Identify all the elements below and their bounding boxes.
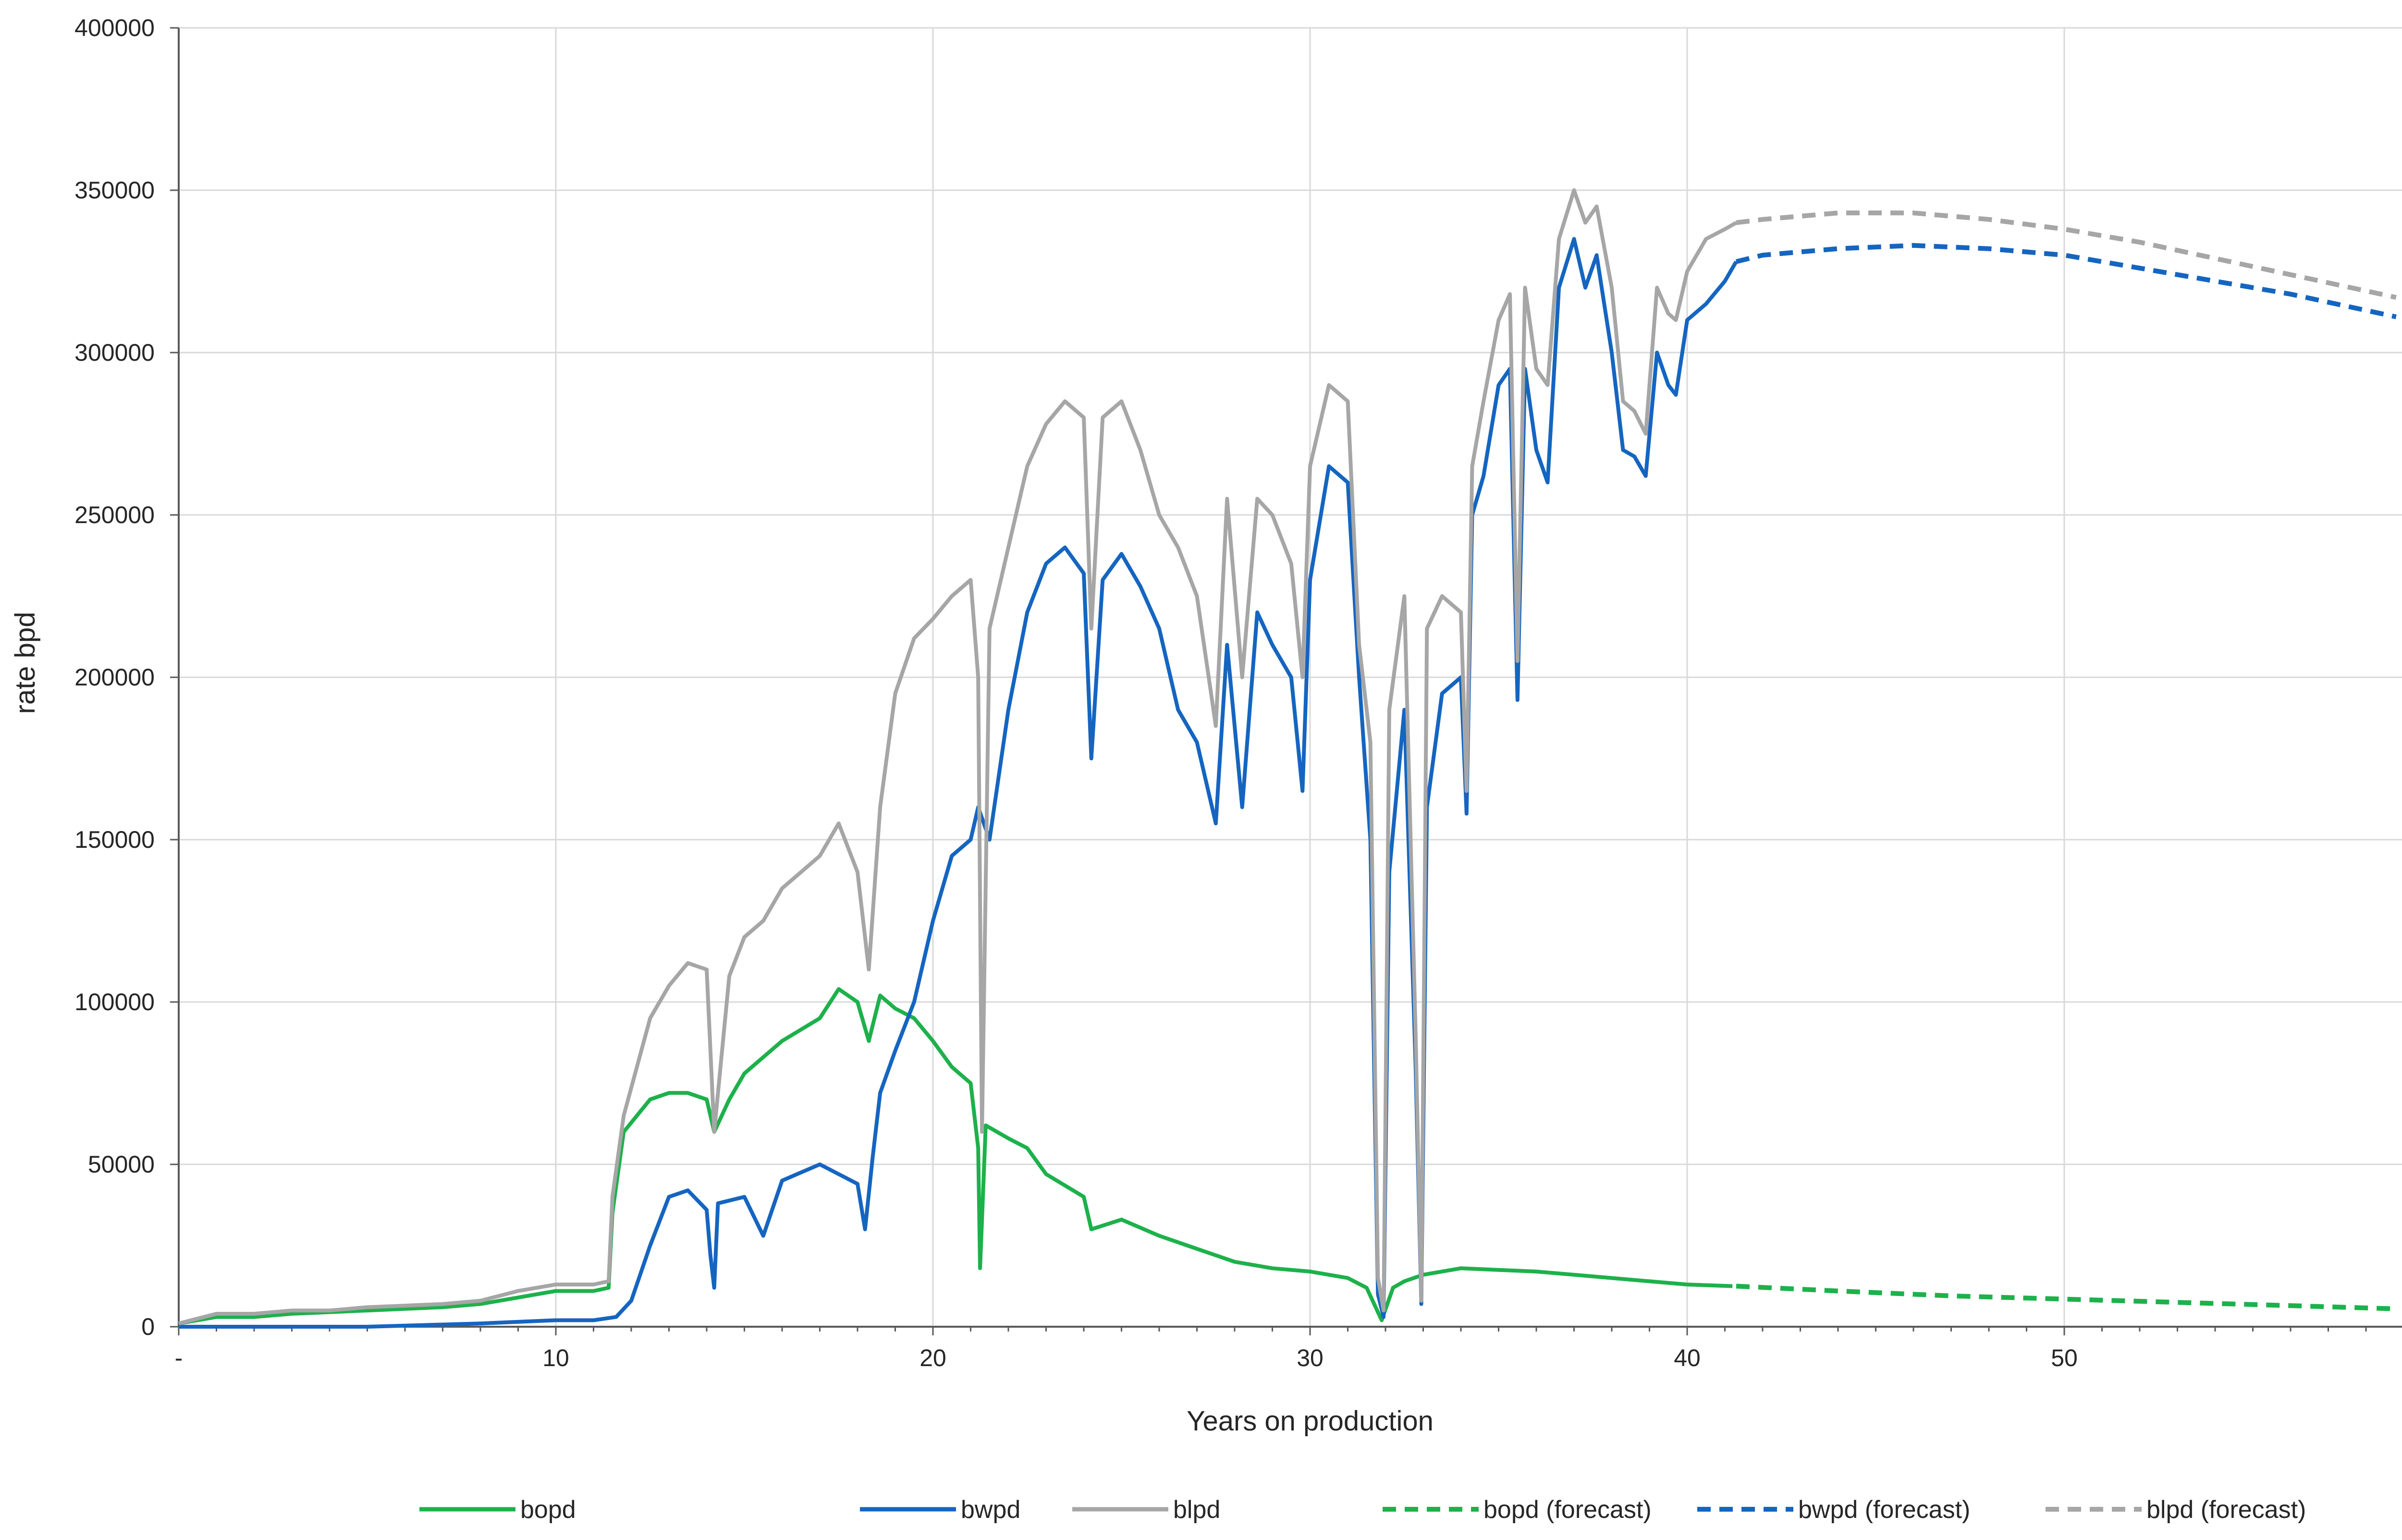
legend-label-4: bwpd (forecast) [1798, 1496, 1970, 1524]
axes [170, 27, 2402, 1335]
series-line-2 [178, 188, 1737, 1326]
x-tick-label: 40 [1674, 1344, 1701, 1371]
x-tick-label: 10 [542, 1344, 569, 1371]
legend-label-3: bopd (forecast) [1483, 1496, 1652, 1524]
series-line-0 [178, 987, 1733, 1326]
x-tick-label: - [175, 1344, 183, 1371]
x-axis-title: Years on production [1187, 1406, 1434, 1437]
series-line-1 [179, 237, 1738, 1329]
x-tick-label: 30 [1297, 1344, 1324, 1371]
y-tick-label: 400000 [74, 14, 155, 41]
y-axis-title: rate bpd [10, 612, 41, 714]
y-tick-label: 250000 [74, 501, 155, 528]
y-tick-label: 0 [141, 1313, 155, 1340]
legend-label-5: blpd (forecast) [2146, 1496, 2306, 1524]
y-tick-label: 350000 [74, 177, 155, 204]
series-line-5 [1736, 210, 2397, 300]
y-tick-label: 100000 [74, 989, 155, 1015]
x-tick-label: 50 [2051, 1344, 2078, 1371]
series-lines [178, 188, 2397, 1329]
series-line-3 [1736, 1283, 2396, 1311]
series-line-4 [1735, 243, 2397, 319]
legend-label-1: bwpd [961, 1496, 1020, 1524]
y-tick-label: 50000 [88, 1151, 155, 1178]
legend-label-0: bopd [520, 1496, 576, 1524]
y-tick-label: 300000 [74, 339, 155, 366]
legend: bopd bwpd blpd bopd (forecast) bwpd (forecas… [419, 1496, 2306, 1524]
x-tick-label: 20 [919, 1344, 946, 1371]
tick-labels: 0 50000 100000 150000 200000 250000 300000 3500… [74, 14, 2078, 1371]
y-tick-label: 200000 [74, 664, 155, 691]
legend-label-2: blpd [1173, 1496, 1220, 1524]
y-tick-label: 150000 [74, 826, 155, 853]
